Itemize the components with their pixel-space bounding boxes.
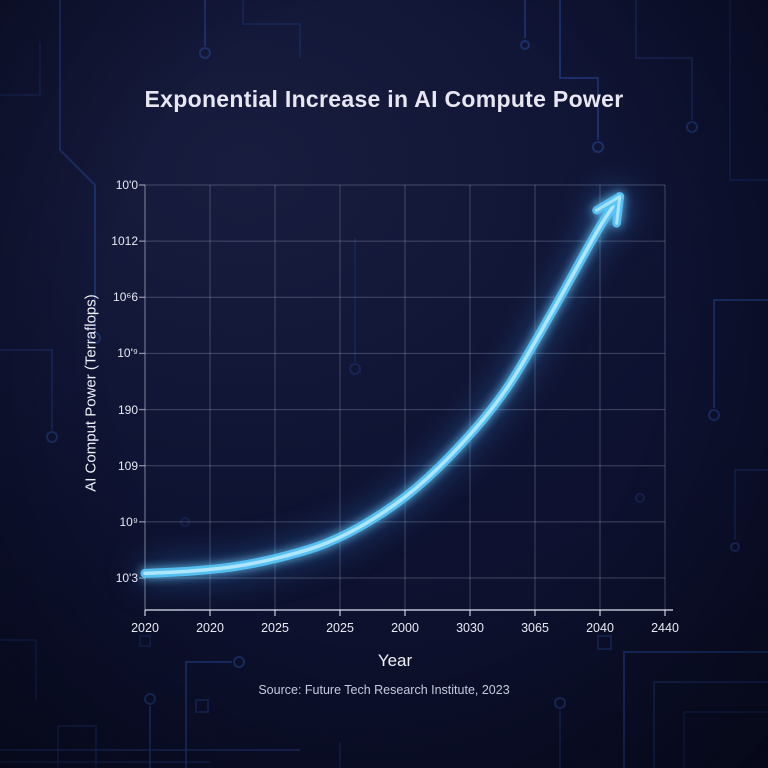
compute-power-curve [140,192,625,578]
axes [139,184,673,616]
